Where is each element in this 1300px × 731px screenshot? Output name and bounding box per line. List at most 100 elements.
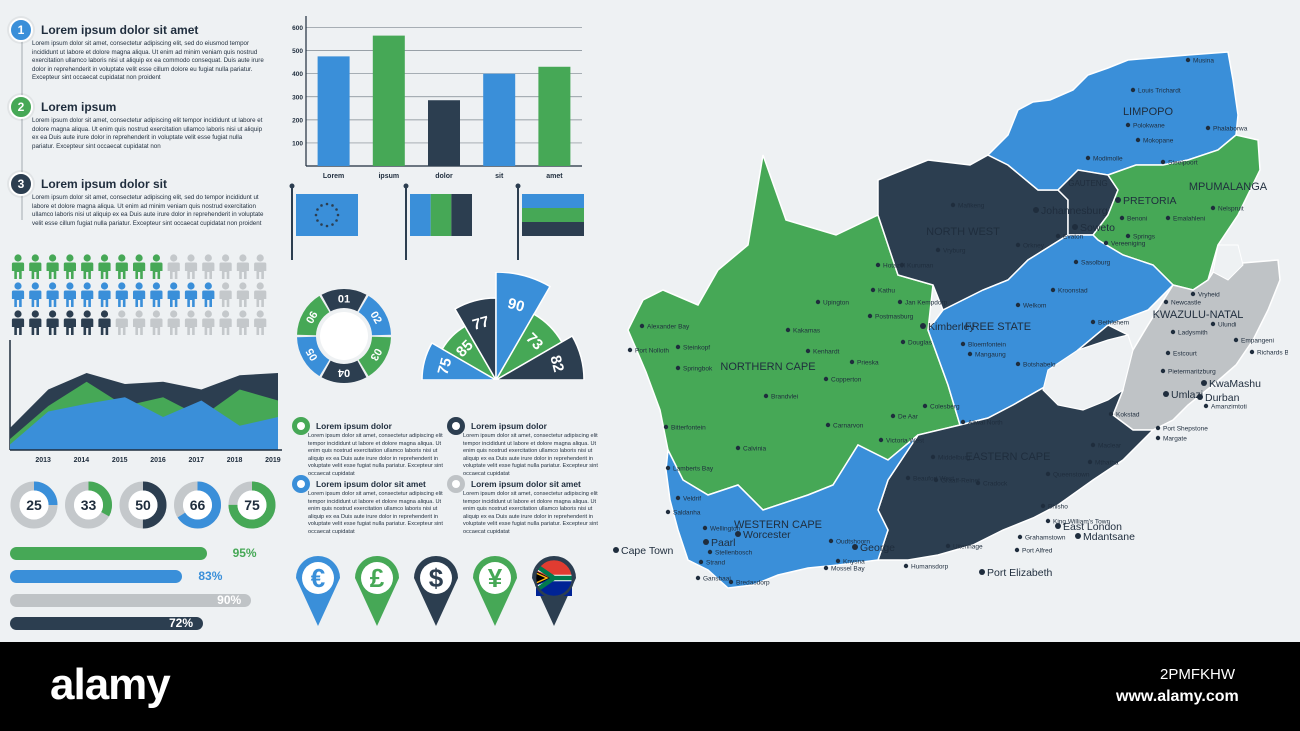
person-icon <box>219 282 232 307</box>
person-icon <box>184 310 198 335</box>
city-marker-dot <box>707 549 713 555</box>
city-label: Mafikeng <box>958 203 985 210</box>
map-city: Victoria West <box>878 438 924 445</box>
person-icon <box>202 282 215 307</box>
progress-bar-fill <box>10 570 183 583</box>
city-marker-dot <box>870 287 876 293</box>
south-africa-flag-pin-icon <box>532 556 576 626</box>
map-city: Phalaborwa <box>1205 126 1248 133</box>
city-label: Vryburg <box>943 248 966 255</box>
map-city: Port Elizabeth <box>979 567 1053 579</box>
ring-segment-label: 06 <box>304 309 321 326</box>
map-city: Mokopane <box>1135 138 1174 145</box>
city-marker-dot <box>1015 361 1021 367</box>
city-label: Polokwane <box>1133 123 1165 130</box>
map-city: Newcastle <box>1163 299 1201 307</box>
city-marker-dot <box>1055 523 1061 529</box>
fan-slice-label: 90 <box>506 295 527 316</box>
city-label: Botshabelo <box>1023 362 1056 369</box>
person-icon <box>133 282 146 307</box>
map-city: Springs <box>1125 234 1156 241</box>
person-icon <box>63 282 76 307</box>
city-label: Upington <box>823 300 849 307</box>
donut-value-arc <box>228 481 276 529</box>
person-icon <box>202 310 215 335</box>
map-city: Springbok <box>675 366 713 373</box>
city-marker-dot <box>1045 471 1051 477</box>
map-city: Veldrif <box>675 496 701 503</box>
city-marker-dot <box>1050 287 1056 293</box>
province-label: WESTERN CAPE <box>734 519 822 531</box>
map-city: Sasolburg <box>1073 260 1111 267</box>
city-label: De Aar <box>898 414 919 421</box>
map-city: Postmasburg <box>867 314 914 321</box>
city-marker-dot <box>950 202 956 208</box>
province-label: LIMPOPO <box>1123 106 1174 118</box>
city-label: Grahamstown <box>1025 535 1066 542</box>
ring-segment-label: 04 <box>337 367 350 379</box>
area-chart: 2013 2014 2015 2016 2017 2018 2019 <box>9 340 282 464</box>
city-marker-dot <box>735 445 741 451</box>
map-city: Kakamas <box>785 328 821 335</box>
bullet-marker-inner <box>452 422 460 430</box>
city-label: Copperton <box>831 377 862 384</box>
map-city: Alexander Bay <box>639 324 690 331</box>
donut-value-label: 25 <box>26 497 42 513</box>
city-marker-dot <box>815 299 821 305</box>
city-marker-dot <box>703 539 709 545</box>
person-icon <box>63 310 76 335</box>
flags-row <box>289 183 584 260</box>
bar-y-tick-label: 100 <box>292 140 303 147</box>
city-label: Wellington <box>710 526 741 533</box>
footer-image-id: 2PMFKHW <box>1160 666 1235 683</box>
map-city: Emalahleni <box>1165 216 1205 223</box>
city-marker-dot <box>1090 442 1096 448</box>
ring-segment <box>321 289 367 312</box>
city-marker-dot <box>903 563 909 569</box>
city-label: Vryheid <box>1198 292 1220 299</box>
city-label: Louis Trichardt <box>1138 88 1181 95</box>
person-icon <box>133 310 146 335</box>
city-label: Graaff-Reinet <box>941 478 980 485</box>
city-marker-dot <box>1119 215 1125 221</box>
map-city: Umlazi <box>1163 389 1203 401</box>
city-marker-dot <box>1160 368 1166 374</box>
city-marker-dot <box>849 359 855 365</box>
bar-column <box>483 73 516 166</box>
map-city: Oudtshoorn <box>828 539 870 546</box>
city-label: Uitenhage <box>953 544 983 551</box>
city-label: Kenhardt <box>813 349 840 356</box>
person-icon <box>236 310 249 335</box>
city-label: Kimberley <box>928 321 975 333</box>
step-body-text: Lorem ipsum dolor sit amet, consectetur … <box>32 117 263 150</box>
map-city: Strand <box>698 560 726 567</box>
person-icon <box>115 282 128 307</box>
city-label: Orkney <box>1023 243 1045 250</box>
map-city: Botshabelo <box>1015 361 1056 369</box>
city-marker-dot <box>1087 459 1093 465</box>
person-icon <box>11 282 25 307</box>
percentage-donuts: 25 33 50 66 75 <box>10 481 276 529</box>
map-city: Uitenhage <box>945 544 983 551</box>
city-label: Johannesburg <box>1041 205 1108 217</box>
bullet-body-text: Lorem ipsum dolor sit amet, consectetur … <box>463 433 598 477</box>
city-marker-dot <box>695 575 701 581</box>
people-pictogram <box>11 254 267 335</box>
step-number-badge: 1 <box>9 18 33 42</box>
fan-slice <box>493 334 585 381</box>
city-label: Emalahleni <box>1173 216 1205 223</box>
city-marker-dot <box>1163 299 1169 305</box>
donut-chart: 66 <box>174 481 221 529</box>
step-title: Lorem ipsum dolor sit amet <box>41 23 199 37</box>
city-label: Musina <box>1193 58 1214 65</box>
city-label: Port Shepstone <box>1163 426 1208 433</box>
city-label: Welkom <box>1023 303 1046 310</box>
map-city: Mafikeng <box>950 202 985 210</box>
area-x-tick-label: 2014 <box>74 457 90 464</box>
city-marker-dot <box>1014 547 1020 553</box>
map-city: Kroonstad <box>1050 287 1088 295</box>
currency-pin-icon: € <box>296 556 340 626</box>
ring-segment-label: 03 <box>367 346 384 363</box>
map-city: Wellington <box>702 526 741 533</box>
